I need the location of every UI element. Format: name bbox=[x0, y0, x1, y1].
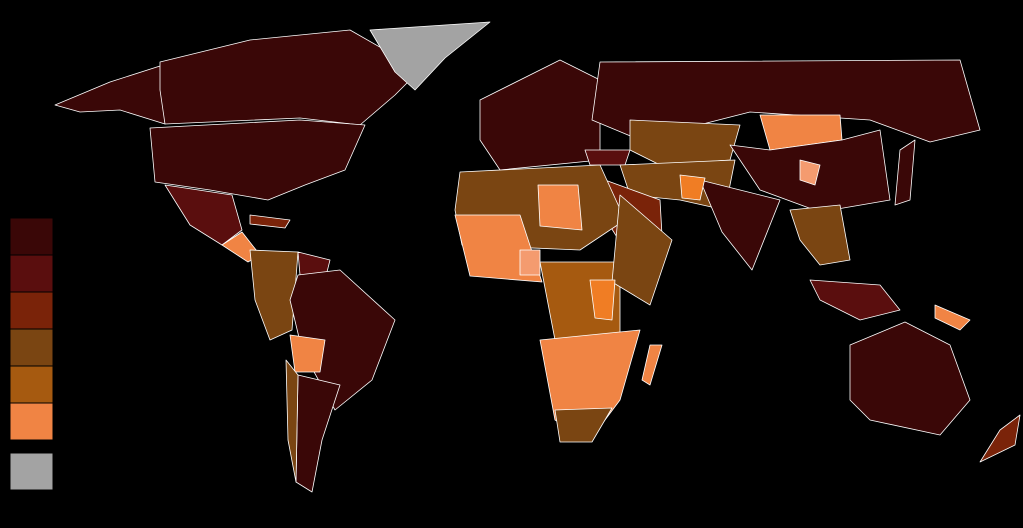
caribbean bbox=[249, 214, 291, 229]
tanzania bbox=[589, 279, 616, 321]
chile bbox=[285, 359, 299, 483]
russia bbox=[591, 59, 981, 143]
east-africa bbox=[611, 194, 673, 306]
libya bbox=[537, 184, 583, 231]
australia bbox=[849, 321, 971, 436]
new-zealand bbox=[979, 414, 1021, 463]
usa bbox=[149, 119, 366, 201]
legend-swatch bbox=[9, 328, 54, 367]
legend-no-data-swatch bbox=[9, 452, 54, 491]
japan bbox=[894, 139, 916, 206]
nepal bbox=[799, 159, 821, 186]
south-africa bbox=[554, 407, 613, 443]
nigeria bbox=[519, 249, 541, 276]
legend-swatch bbox=[9, 365, 54, 404]
brazil bbox=[289, 269, 396, 411]
madagascar bbox=[641, 344, 663, 386]
turkey bbox=[584, 149, 631, 166]
papua bbox=[934, 304, 971, 331]
andes-north bbox=[249, 249, 299, 341]
central-asia bbox=[629, 119, 741, 166]
afghanistan bbox=[679, 174, 706, 201]
mexico bbox=[164, 184, 243, 246]
legend bbox=[9, 217, 54, 491]
southeast-asia bbox=[789, 204, 851, 266]
legend-swatch bbox=[9, 402, 54, 441]
bolivia bbox=[289, 334, 326, 373]
legend-swatch bbox=[9, 254, 54, 293]
legend-swatch bbox=[9, 291, 54, 330]
indonesia bbox=[809, 279, 901, 321]
canada bbox=[159, 29, 421, 126]
countries bbox=[54, 21, 1021, 493]
greenland bbox=[369, 21, 491, 91]
legend-swatch bbox=[9, 217, 54, 256]
india bbox=[699, 179, 781, 271]
